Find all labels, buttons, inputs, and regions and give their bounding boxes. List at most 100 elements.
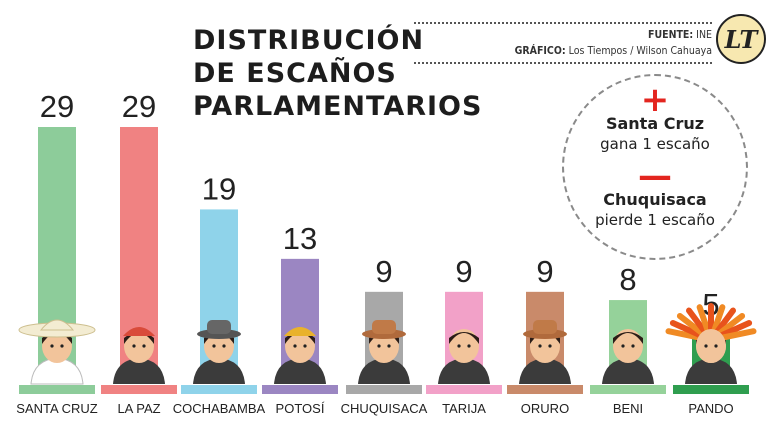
- category-label: PANDO: [688, 401, 733, 416]
- figure-eye: [548, 344, 552, 348]
- base-strip: [19, 385, 95, 394]
- bar-group: 9 ORURO: [507, 254, 583, 416]
- bar-group: 13 POTOSÍ: [262, 221, 338, 416]
- bar-group: 9 TARIJA: [426, 254, 502, 416]
- category-label: POTOSÍ: [276, 401, 325, 416]
- bar-group: 29 SANTA CRUZ: [16, 89, 97, 416]
- source-label: FUENTE:: [648, 29, 694, 41]
- figure-face: [42, 329, 72, 363]
- bar: [120, 127, 158, 366]
- base-strip: [346, 385, 422, 394]
- category-label: LA PAZ: [117, 401, 160, 416]
- figure-eye: [714, 344, 718, 348]
- character-illustration-icon: [193, 320, 245, 384]
- base-strip: [101, 385, 177, 394]
- figure-eye: [142, 344, 146, 348]
- figure-eye: [621, 344, 625, 348]
- category-label: ORURO: [521, 401, 569, 416]
- logo-text: LT: [724, 24, 758, 54]
- figure-hair: [449, 332, 479, 344]
- character-illustration-icon: [358, 320, 410, 384]
- figure-eye: [538, 344, 542, 348]
- graphic-credit: GRÁFICO: Los Tiempos / Wilson Cahuaya: [414, 43, 712, 59]
- figure-hair: [613, 332, 643, 344]
- bar-value-label: 19: [202, 171, 236, 206]
- bar-group: 9 CHUQUISACA: [341, 254, 428, 416]
- figure-eye: [60, 344, 64, 348]
- figure-eye: [303, 344, 307, 348]
- figure-eye: [132, 344, 136, 348]
- base-strip: [262, 385, 338, 394]
- gain-note: + Santa Cruz gana 1 escaño: [562, 80, 748, 154]
- bar-value-label: 29: [122, 89, 156, 124]
- category-label: SANTA CRUZ: [16, 401, 97, 416]
- figure-eye: [457, 344, 461, 348]
- bar-group: 19 COCHABAMBA: [173, 171, 266, 416]
- figure-eye: [293, 344, 297, 348]
- category-label: TARIJA: [442, 401, 486, 416]
- category-label: CHUQUISACA: [341, 401, 428, 416]
- chart-title: DISTRIBUCIÓN DE ESCAÑOS PARLAMENTARIOS: [193, 24, 482, 123]
- title-line-1: DISTRIBUCIÓN: [193, 25, 425, 56]
- los-tiempos-logo-icon: LT: [716, 14, 766, 64]
- bar-value-label: 29: [40, 89, 74, 124]
- graphic-value: Los Tiempos / Wilson Cahuaya: [568, 45, 712, 57]
- changes-callout: [562, 74, 748, 260]
- hat-crown: [372, 320, 396, 334]
- character-illustration-icon: [438, 329, 490, 384]
- character-illustration-icon: [113, 327, 165, 384]
- title-line-2: DE ESCAÑOS: [193, 58, 397, 89]
- gain-place: Santa Cruz: [605, 114, 705, 133]
- figure-eye: [50, 344, 54, 348]
- plus-icon: +: [640, 80, 670, 120]
- source-credit: FUENTE: INE: [414, 27, 712, 43]
- figure-face: [613, 329, 643, 363]
- figure-body: [602, 358, 654, 384]
- bar-value-label: 8: [619, 262, 636, 297]
- knit-cap: [284, 327, 316, 336]
- graphic-label: GRÁFICO:: [514, 45, 566, 57]
- bar-value-label: 9: [536, 254, 553, 289]
- bar-value-label: 9: [455, 254, 472, 289]
- loss-action: pierde 1 escaño: [595, 211, 715, 229]
- bar-value-label: 9: [375, 254, 392, 289]
- figure-body: [685, 358, 737, 384]
- figure-face: [696, 329, 726, 363]
- hat-crown: [39, 319, 75, 331]
- character-illustration-icon: [18, 319, 96, 385]
- base-strip: [507, 385, 583, 394]
- figure-eye: [704, 344, 708, 348]
- category-label: COCHABAMBA: [173, 401, 266, 416]
- figure-body: [438, 358, 490, 384]
- figure-eye: [467, 344, 471, 348]
- character-illustration-icon: [602, 329, 654, 384]
- figure-body: [113, 358, 165, 384]
- bar-value-label: 13: [283, 221, 317, 256]
- loss-note: — Chuquisaca pierde 1 escaño: [562, 156, 748, 230]
- figure-body: [193, 358, 245, 384]
- figure-face: [124, 329, 154, 363]
- title-line-3: PARLAMENTARIOS: [193, 91, 483, 122]
- figure-eye: [387, 344, 391, 348]
- gain-action: gana 1 escaño: [600, 135, 710, 153]
- credits-box: FUENTE: INE GRÁFICO: Los Tiempos / Wilso…: [414, 22, 712, 64]
- figure-eye: [212, 344, 216, 348]
- character-illustration-icon: [519, 320, 571, 384]
- figure-body: [358, 358, 410, 384]
- source-value: INE: [696, 29, 712, 41]
- hat-crown: [533, 320, 557, 334]
- bar-group: 5PANDO: [665, 287, 757, 416]
- knit-cap: [123, 327, 155, 336]
- base-strip: [590, 385, 666, 394]
- hat-crown: [207, 320, 231, 334]
- category-label: BENI: [613, 401, 643, 416]
- figure-face: [285, 329, 315, 363]
- character-illustration-icon: [665, 303, 757, 384]
- base-strip: [426, 385, 502, 394]
- base-strip: [181, 385, 257, 394]
- minus-icon: —: [638, 156, 672, 196]
- character-illustration-icon: [274, 327, 326, 384]
- bar-group: 8 BENI: [590, 262, 666, 416]
- base-strip: [673, 385, 749, 394]
